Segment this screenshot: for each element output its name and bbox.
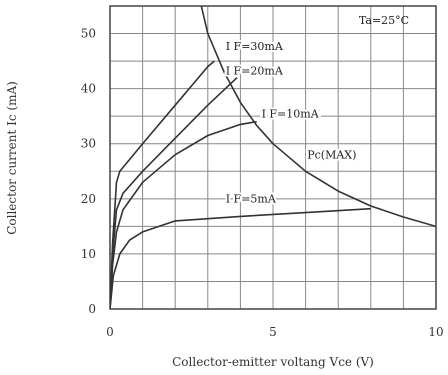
y-tick-labels: 0 10 20 30 40 50: [81, 27, 96, 316]
y-tick-label: 10: [81, 247, 96, 261]
if10-curve: [110, 120, 257, 309]
plot-frame: [109, 5, 437, 310]
curve-labels: I F=30mA I F=20mA I F=10mA Pc(MAX) I F=5mA: [224, 38, 359, 208]
x-tick-label: 5: [269, 325, 277, 339]
if30-curve: [110, 60, 215, 309]
pc-max-curve: [200, 6, 436, 228]
ambient-temp-annotation: Ta=25°C: [359, 14, 409, 27]
curves: [110, 6, 436, 309]
y-tick-label: 30: [81, 137, 96, 151]
y-tick-label: 0: [88, 302, 96, 316]
if20-label: I F=20mA: [226, 64, 284, 77]
y-tick-label: 40: [81, 82, 96, 96]
x-axis-title: Collector-emitter voltang Vce (V): [172, 355, 374, 369]
x-tick-label: 0: [106, 325, 114, 339]
x-tick-label: 10: [428, 325, 443, 339]
if20-curve: [110, 77, 238, 309]
if5-curve: [110, 207, 371, 309]
pc-max-label: Pc(MAX): [307, 149, 356, 162]
y-axis-title: Collector current Ic (mA): [5, 81, 19, 235]
if5-label: I F=5mA: [226, 193, 277, 206]
x-tick-labels: 0 5 10: [106, 325, 443, 339]
y-tick-label: 20: [81, 192, 96, 206]
y-tick-label: 50: [81, 27, 96, 41]
if30-label: I F=30mA: [226, 40, 284, 53]
if10-label: I F=10mA: [262, 107, 320, 120]
